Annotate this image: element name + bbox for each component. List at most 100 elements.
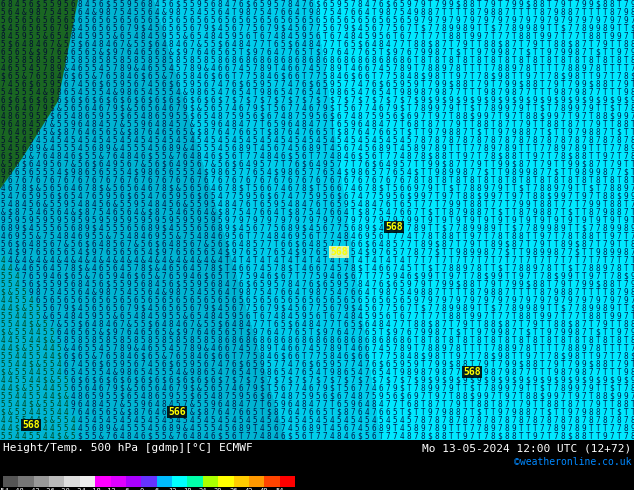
- Text: 8: 8: [477, 207, 481, 217]
- Text: 6: 6: [238, 408, 243, 416]
- Text: 8: 8: [421, 55, 425, 65]
- Text: 6: 6: [176, 79, 180, 89]
- Text: 4: 4: [56, 288, 61, 296]
- Text: T: T: [624, 127, 628, 137]
- Text: 7: 7: [365, 368, 370, 376]
- Text: 9: 9: [238, 392, 243, 400]
- Text: T: T: [631, 207, 634, 217]
- Text: 7: 7: [392, 64, 398, 73]
- Text: 7: 7: [323, 288, 327, 296]
- Text: 8: 8: [406, 432, 411, 441]
- Text: 6: 6: [148, 127, 152, 137]
- Text: T: T: [560, 408, 566, 416]
- Text: 9: 9: [560, 223, 566, 232]
- Text: 48: 48: [260, 488, 269, 490]
- Text: 6: 6: [246, 16, 250, 24]
- Text: 4: 4: [99, 240, 103, 248]
- Text: 5: 5: [78, 327, 82, 337]
- Text: $: $: [106, 327, 110, 337]
- Text: 6: 6: [260, 183, 264, 193]
- Text: 8: 8: [456, 264, 460, 272]
- Text: 8: 8: [70, 312, 75, 320]
- Text: 9: 9: [596, 24, 600, 32]
- Text: 5: 5: [204, 384, 209, 392]
- Text: 5: 5: [169, 31, 173, 41]
- Text: 8: 8: [574, 416, 579, 424]
- Text: 6: 6: [260, 207, 264, 217]
- Text: T: T: [281, 207, 285, 217]
- Text: 7: 7: [428, 79, 432, 89]
- Text: 8: 8: [358, 168, 362, 176]
- Text: 6: 6: [372, 79, 377, 89]
- Text: 6: 6: [190, 16, 194, 24]
- Text: $: $: [378, 79, 384, 89]
- Text: T: T: [589, 247, 593, 256]
- Text: 5: 5: [113, 112, 117, 121]
- Text: 7: 7: [617, 360, 621, 368]
- Text: 9: 9: [470, 216, 474, 224]
- Text: 4: 4: [217, 199, 223, 209]
- Text: 6: 6: [344, 16, 348, 24]
- Text: 7: 7: [610, 264, 614, 272]
- Text: 8: 8: [589, 160, 593, 169]
- Text: 4: 4: [155, 279, 159, 289]
- Text: 5: 5: [49, 288, 55, 296]
- Text: 5: 5: [155, 88, 159, 97]
- Text: T: T: [253, 255, 257, 265]
- Text: 5: 5: [141, 336, 145, 344]
- Text: T: T: [519, 327, 523, 337]
- Text: $: $: [99, 79, 103, 89]
- Text: 7: 7: [596, 271, 600, 280]
- Text: 7: 7: [505, 312, 509, 320]
- Text: T: T: [470, 72, 474, 80]
- Text: 7: 7: [610, 423, 614, 433]
- Text: $: $: [421, 24, 425, 32]
- Text: 7: 7: [323, 343, 327, 352]
- Text: 7: 7: [624, 48, 628, 56]
- Text: 5: 5: [406, 360, 411, 368]
- Text: T: T: [596, 151, 600, 161]
- Text: 6: 6: [162, 192, 166, 200]
- Text: 8: 8: [435, 423, 439, 433]
- Text: 9: 9: [477, 327, 481, 337]
- Text: &: &: [36, 399, 41, 409]
- Text: 9: 9: [505, 384, 509, 392]
- Text: 6: 6: [217, 120, 223, 128]
- Text: 4: 4: [190, 432, 194, 441]
- Text: 6: 6: [246, 264, 250, 272]
- Text: T: T: [428, 279, 432, 289]
- Text: 7: 7: [316, 384, 320, 392]
- Text: 7: 7: [183, 64, 187, 73]
- Text: $: $: [78, 96, 82, 104]
- Text: 7: 7: [498, 423, 502, 433]
- Text: 7: 7: [378, 303, 384, 313]
- Text: 7: 7: [624, 416, 628, 424]
- Text: 4: 4: [197, 351, 202, 361]
- Text: 6: 6: [78, 343, 82, 352]
- Text: 5: 5: [162, 392, 166, 400]
- Text: 7: 7: [498, 144, 502, 152]
- Text: 7: 7: [484, 384, 488, 392]
- Text: 7: 7: [288, 384, 292, 392]
- Text: 5: 5: [351, 199, 355, 209]
- Text: 9: 9: [22, 247, 27, 256]
- Text: 6: 6: [120, 303, 124, 313]
- Text: 8: 8: [148, 0, 152, 8]
- Text: 7: 7: [337, 247, 341, 256]
- Text: 6: 6: [70, 96, 75, 104]
- Text: 4: 4: [155, 0, 159, 8]
- Text: 5: 5: [351, 40, 355, 49]
- Text: 9: 9: [574, 392, 579, 400]
- Text: 9: 9: [463, 207, 467, 217]
- Text: 4: 4: [204, 416, 209, 424]
- Text: 7: 7: [378, 247, 384, 256]
- Text: 5: 5: [169, 368, 173, 376]
- Text: 6: 6: [176, 24, 180, 32]
- Text: 8: 8: [260, 55, 264, 65]
- Text: 5: 5: [197, 144, 202, 152]
- Text: T: T: [589, 175, 593, 185]
- Text: 7: 7: [631, 231, 634, 241]
- Text: 7: 7: [288, 271, 292, 280]
- Text: $: $: [567, 207, 573, 217]
- Text: 4: 4: [22, 136, 27, 145]
